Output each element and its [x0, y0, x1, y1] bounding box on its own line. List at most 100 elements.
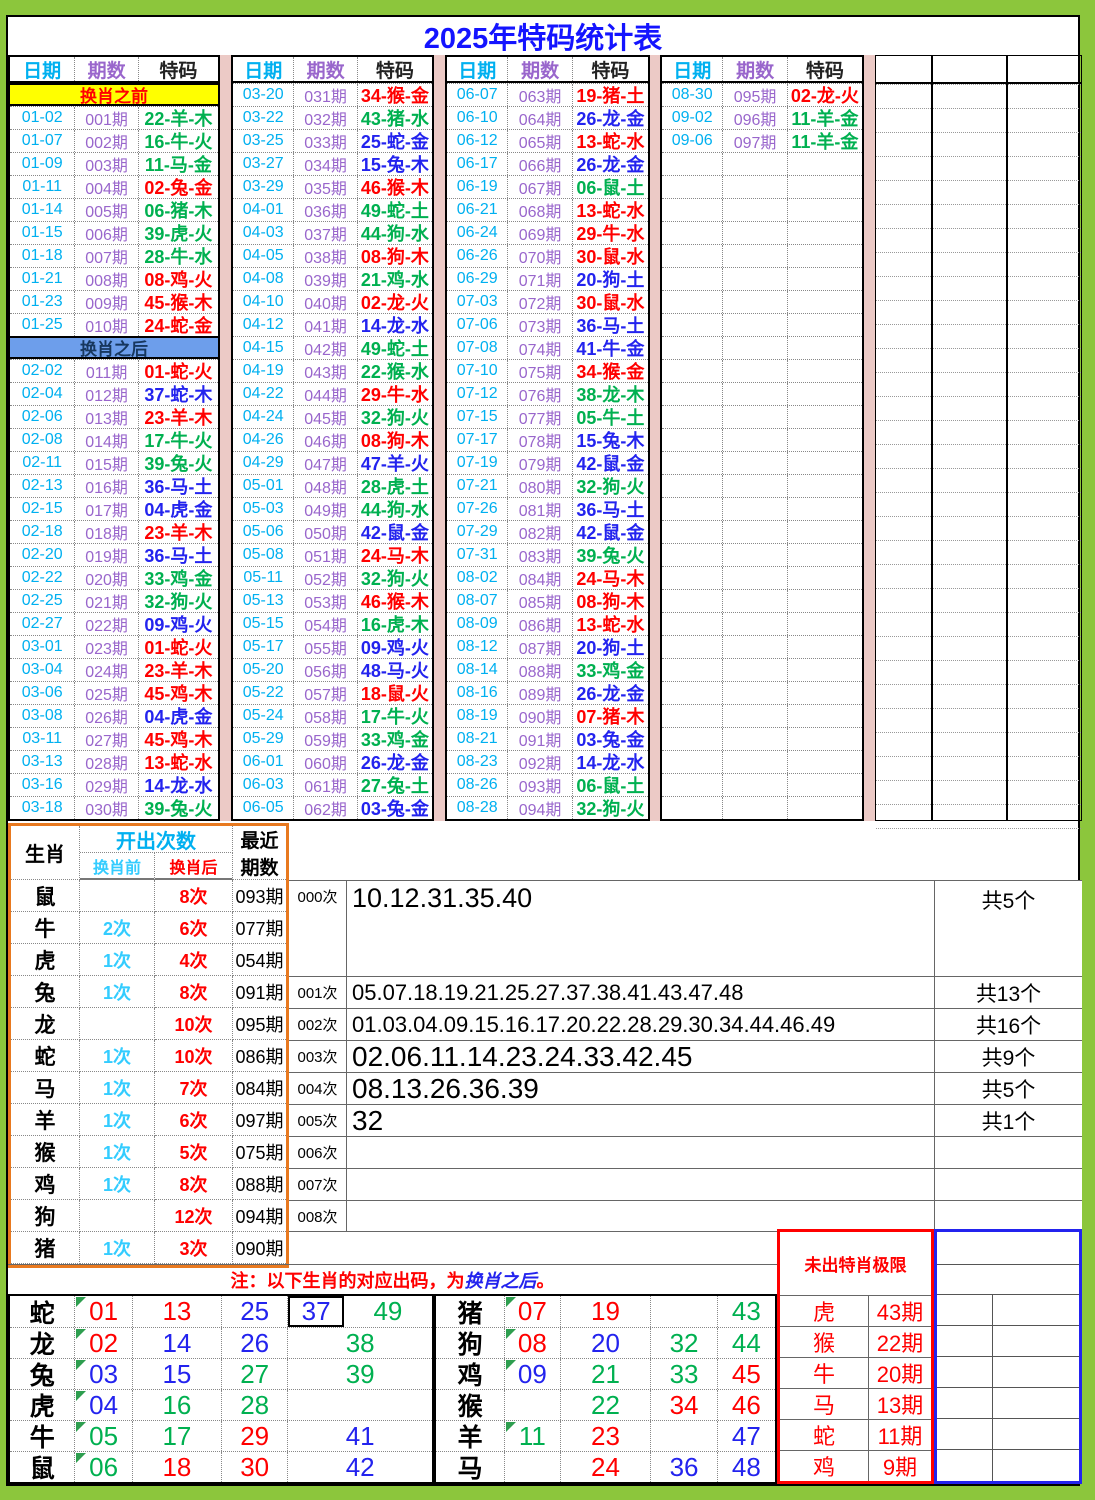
cell-period: [723, 498, 788, 520]
cell-date: [662, 452, 724, 474]
limit-zodiac: 牛: [780, 1358, 869, 1388]
frequency-row: 003次 02.06.11.14.23.24.33.42.45 共9个: [289, 1040, 1082, 1072]
cell-special-code: 13-蛇-水: [576, 615, 645, 635]
limit-period: 22期: [876, 1331, 924, 1356]
empty-cell: [1008, 612, 1081, 636]
zodiac-map-number: 23: [561, 1421, 652, 1451]
cell-special-code: 23-羊-木: [144, 523, 213, 543]
table-row: 06-29 071期 20-狗-土: [447, 267, 648, 290]
cell-period: 066期: [508, 153, 573, 175]
table-row: 05-24 058期 17-牛-火: [233, 704, 432, 727]
table-row: 07-03 072期 30-鼠-水: [447, 290, 648, 313]
unreleased-limit-box: 未出特肖极限 虎 43期猴 22期牛 20期马 13期蛇 11期鸡 9期: [777, 1229, 934, 1484]
cell-special-code: 26-龙-金: [576, 684, 645, 704]
cell-period: 016期: [75, 475, 139, 497]
table-row: 01-07 002期 16-牛-火: [10, 129, 218, 152]
cell-special-code: 46-猴-木: [360, 178, 429, 198]
cell-period: [723, 337, 788, 359]
empty-cell: [1008, 276, 1081, 300]
empty-column: [932, 55, 1007, 829]
zodiac-map-zodiac: 龙: [10, 1328, 76, 1359]
column-divider: [434, 55, 445, 821]
cell-special-code: 32-狗-火: [144, 592, 213, 612]
cell-date: 02-18: [10, 521, 76, 543]
cell-special-code: 28-牛-水: [144, 247, 213, 267]
table-row: 04-03 037期 44-狗-水: [233, 221, 432, 244]
zodiac-map-number: 13: [133, 1296, 222, 1327]
cell-date: [662, 774, 724, 796]
section-header-before: 换肖之前: [10, 83, 218, 106]
limit-row: 鸡 9期: [780, 1450, 931, 1481]
table-row: 06-10 064期 26-龙-金: [447, 106, 648, 129]
empty-cell: [1008, 684, 1081, 708]
cell-date: 08-16: [447, 682, 509, 704]
cell-special-code: 04-虎-金: [144, 707, 213, 727]
cell-period: [723, 590, 788, 612]
cell-date: 05-13: [233, 590, 295, 612]
table-row: 02-27 022期 09-鸡-火: [10, 612, 218, 635]
cell-period: 043期: [294, 360, 358, 382]
table-row: 08-09 086期 13-蛇-水: [447, 612, 648, 635]
frequency-row: 008次: [289, 1200, 1082, 1232]
stats-zodiac: 鼠: [11, 880, 80, 912]
cell-date: 02-08: [10, 429, 76, 451]
cell-special-code: 03-兔-金: [576, 730, 645, 750]
table-row: [662, 382, 862, 405]
stats-header-frequency: 开出次数: [80, 826, 233, 853]
frequency-count: [934, 1137, 1082, 1168]
empty-cell: [933, 180, 1006, 204]
cell-date: [662, 797, 724, 819]
empty-cell: [1008, 468, 1081, 492]
table-row: 04-10 040期 02-龙-火: [233, 290, 432, 313]
table-row: [662, 497, 862, 520]
cell-special-code: 32-狗-火: [576, 477, 645, 497]
stats-zodiac: 马: [11, 1072, 80, 1104]
table-row: 05-17 055期 09-鸡-火: [233, 635, 432, 658]
table-row: [662, 336, 862, 359]
empty-cell: [1008, 156, 1081, 180]
cell-date: 02-15: [10, 498, 76, 520]
zodiac-map-row: 兔 03 15 27 39: [10, 1358, 432, 1390]
table-row: 04-24 045期 32-狗-火: [233, 405, 432, 428]
cell-date: 09-02: [662, 107, 724, 129]
cell-period: 027期: [75, 728, 139, 750]
column-header-code: 特码: [159, 60, 198, 82]
page-title: 2025年特码统计表: [423, 23, 663, 55]
table-row: 01-21 008期 08-鸡-火: [10, 267, 218, 290]
table-row: [662, 175, 862, 198]
zodiac-map-number: 42: [345, 1451, 375, 1482]
cell-period: [723, 383, 788, 405]
cell-date: 03-25: [233, 130, 295, 152]
cell-date: 09-06: [662, 130, 724, 152]
grid-line-horizontal: [937, 1449, 1079, 1450]
column-header-code: 特码: [805, 60, 844, 82]
cell-special-code: 19-猪-土: [576, 86, 645, 106]
table-row: 04-08 039期 21-鸡-水: [233, 267, 432, 290]
empty-cell: [933, 324, 1006, 348]
empty-cell: [1008, 84, 1081, 108]
table-row: [662, 290, 862, 313]
cell-special-code: 33-鸡-金: [144, 569, 213, 589]
cell-period: 039期: [294, 268, 358, 290]
cell-special-code: [788, 199, 862, 221]
grid-line-horizontal: [937, 1325, 1079, 1326]
table-row: [662, 681, 862, 704]
zodiac-map-number: 49: [373, 1296, 403, 1326]
stats-count-before: [80, 1008, 155, 1040]
cell-special-code: 32-狗-火: [360, 569, 429, 589]
table-row: 08-26 093期 06-鼠-土: [447, 773, 648, 796]
cell-period: 024期: [75, 659, 139, 681]
empty-cell: [933, 588, 1006, 612]
cell-date: 04-10: [233, 291, 295, 313]
cell-period: 087期: [508, 636, 573, 658]
table-row: 07-15 077期 05-牛-土: [447, 405, 648, 428]
empty-cell: [933, 348, 1006, 372]
table-row: 02-02 011期 01-蛇-火: [10, 359, 218, 382]
zodiac-map-number: 08: [505, 1328, 561, 1358]
cell-period: [723, 452, 788, 474]
cell-special-code: 22-羊-木: [144, 109, 213, 129]
cell-date: 01-15: [10, 222, 76, 244]
zodiac-map-number: 32: [651, 1328, 718, 1358]
cell-special-code: [788, 590, 862, 612]
cell-date: 01-23: [10, 291, 76, 313]
